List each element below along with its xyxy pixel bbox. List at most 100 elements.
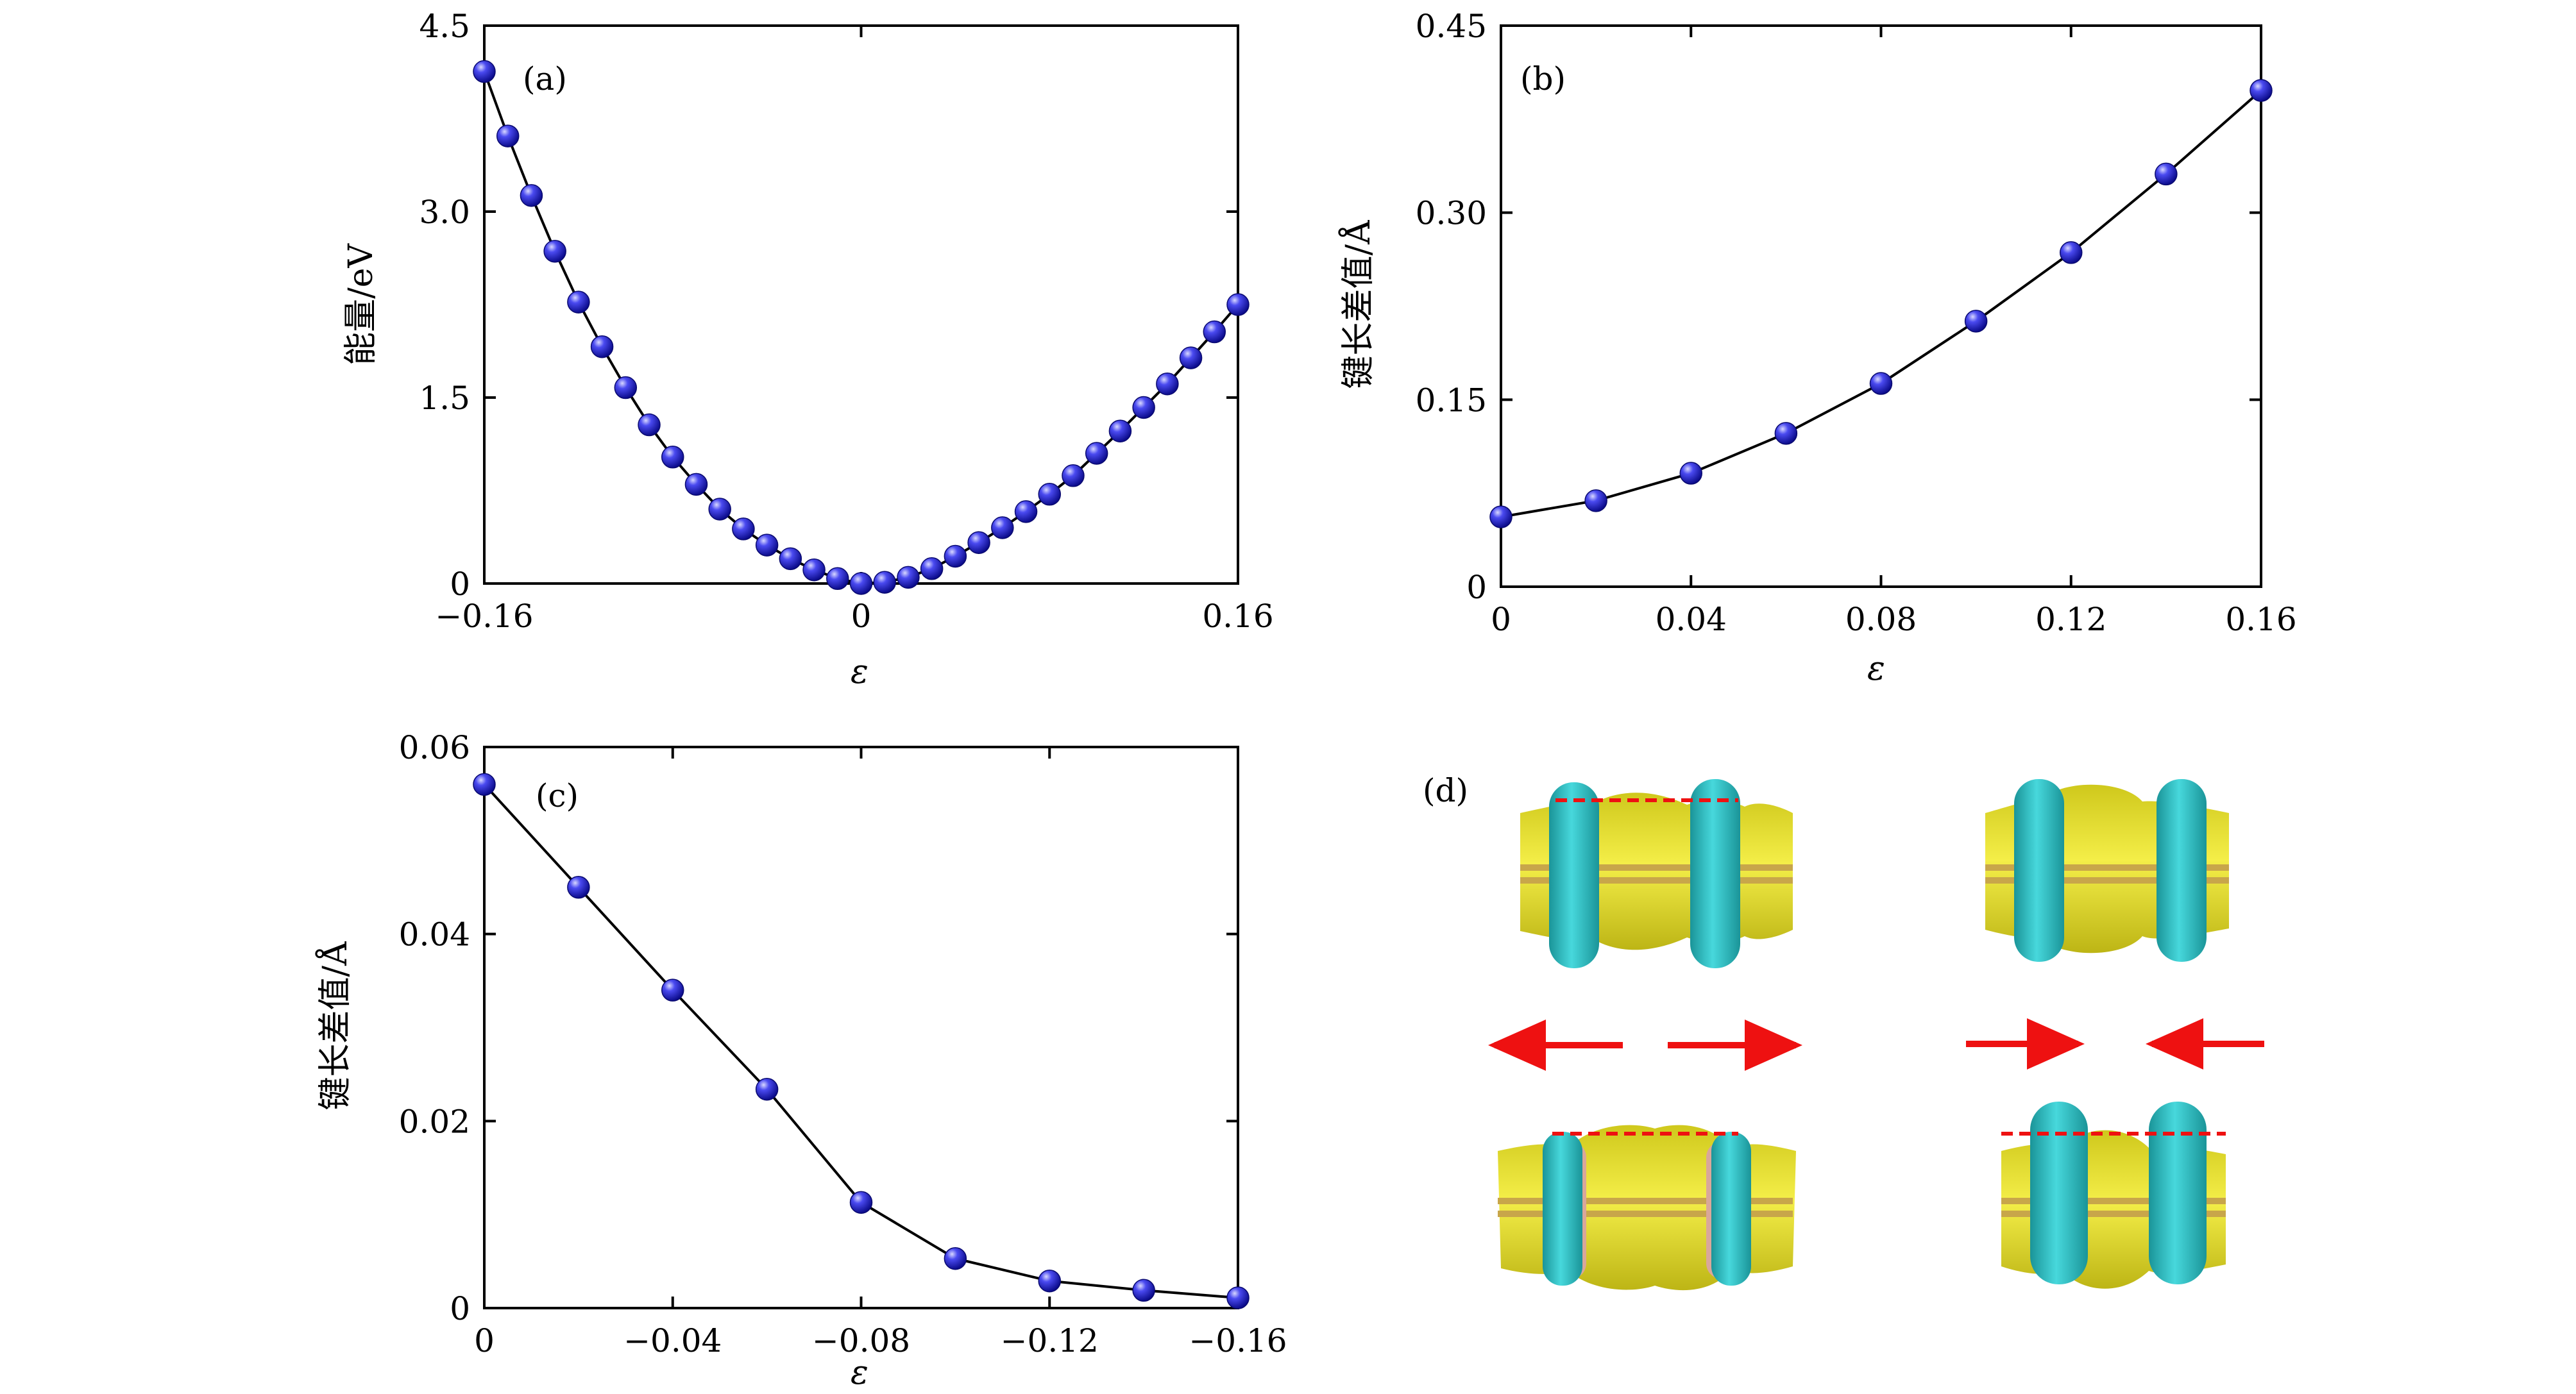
x-tick-label: −0.16: [1189, 1322, 1287, 1359]
x-tick-label: 0.16: [1202, 598, 1273, 635]
data-point: [1156, 372, 1179, 396]
data-point: [661, 446, 684, 469]
panel-c-label: (c): [536, 777, 579, 814]
orbital-top-left: [1520, 779, 1793, 968]
data-point: [1964, 310, 1988, 333]
x-tick-label: 0.04: [1656, 601, 1727, 638]
data-point: [684, 473, 708, 496]
panel-d-illustration: (d): [1423, 772, 2264, 1291]
data-point: [567, 290, 590, 314]
data-point: [1132, 396, 1155, 419]
data-point: [920, 557, 944, 580]
data-point: [1085, 442, 1108, 465]
x-tick-label: 0: [851, 598, 872, 635]
series-line: [483, 71, 1239, 585]
data-point: [543, 240, 566, 263]
y-tick-label: 0.06: [399, 729, 470, 766]
y-tick-label: 0: [1466, 569, 1487, 606]
y-tick-label: 0: [450, 566, 470, 603]
x-tick-label: 0: [1491, 601, 1511, 638]
data-point: [755, 533, 779, 557]
y-tick-label: 1.5: [419, 380, 470, 417]
series-line: [1500, 89, 2262, 519]
orbital-bottom-right: [2001, 1102, 2226, 1289]
data-point: [897, 566, 920, 589]
x-tick-label: −0.04: [623, 1322, 722, 1359]
data-point: [849, 1191, 873, 1214]
series-line: [483, 783, 1239, 1299]
data-point: [661, 978, 684, 1002]
data-point: [1226, 1286, 1250, 1309]
data-point: [849, 572, 873, 595]
data-point: [755, 1078, 779, 1101]
data-point: [1132, 1279, 1155, 1302]
plot-frame: [483, 24, 1239, 585]
plot-frame: [1500, 24, 2262, 588]
y-tick-label: 4.5: [419, 8, 470, 45]
data-point: [732, 517, 755, 541]
data-point: [496, 124, 520, 147]
y-tick-label: 0: [450, 1290, 470, 1327]
x-tick-label: −0.16: [435, 598, 533, 635]
panel-b-label: (b): [1520, 60, 1566, 97]
data-point: [1203, 320, 1226, 344]
x-tick-label: −0.08: [812, 1322, 910, 1359]
x-tick-label: 0.08: [1845, 601, 1917, 638]
data-point: [991, 516, 1014, 539]
data-point: [590, 335, 614, 358]
panel-a-x-axis-label: ε: [851, 653, 869, 691]
data-point: [2060, 241, 2083, 264]
data-point: [779, 547, 802, 571]
data-point: [2250, 79, 2273, 102]
panel-c-y-axis-label: 键长差值/Å: [315, 941, 355, 1111]
data-point: [1584, 489, 1607, 512]
data-point: [1038, 483, 1061, 506]
y-tick-label: 0.45: [1416, 8, 1487, 45]
data-point: [708, 498, 731, 521]
panel-c-x-axis-label: ε: [851, 1354, 869, 1392]
data-point: [1108, 419, 1132, 442]
data-point: [1679, 462, 1702, 485]
data-point: [873, 571, 896, 594]
panel-b-y-axis-label: 键长差值/Å: [1338, 219, 1378, 389]
panel-b-x-axis-label: ε: [1867, 650, 1885, 688]
y-tick-label: 0.15: [1416, 382, 1487, 419]
data-point: [1869, 372, 1893, 395]
x-tick-label: 0.12: [2035, 601, 2106, 638]
panel-a-y-axis-label: 能量/eV: [342, 243, 380, 365]
data-point: [1179, 346, 1203, 369]
data-point: [520, 184, 543, 207]
data-point: [944, 1247, 967, 1270]
x-tick-label: 0: [474, 1322, 495, 1359]
panel-b-chart: 0 0.04 0.08 0.12 0.16 0 0.15 0.30 0.45 (b) ε 键长差…: [1338, 8, 2297, 688]
data-point: [1062, 464, 1085, 487]
data-point: [967, 531, 990, 554]
data-point: [1014, 500, 1038, 523]
y-tick-label: 3.0: [419, 194, 470, 231]
panel-a-label: (a): [523, 60, 567, 97]
plot-frame: [483, 746, 1239, 1309]
orbital-top-right: [1985, 779, 2229, 962]
x-tick-label: −0.12: [1001, 1322, 1099, 1359]
y-tick-label: 0.02: [399, 1103, 470, 1140]
data-point: [2155, 162, 2178, 186]
data-point: [473, 773, 496, 796]
panel-d-label: (d): [1423, 772, 1468, 809]
y-tick-label: 0.04: [399, 916, 470, 953]
data-point: [826, 567, 849, 591]
data-point: [638, 413, 661, 437]
data-point: [944, 544, 967, 568]
data-point: [567, 876, 590, 899]
data-point: [1774, 422, 1798, 445]
data-point: [1038, 1269, 1061, 1293]
panel-c-chart: 0 −0.04 −0.08 −0.12 −0.16 0 0.02 0.04 0.06 (c) ε…: [315, 729, 1287, 1392]
x-tick-label: 0.16: [2225, 601, 2296, 638]
data-point: [473, 60, 496, 83]
orbital-bottom-left: [1498, 1125, 1796, 1291]
data-point: [1489, 505, 1513, 528]
data-point: [614, 376, 638, 399]
data-point: [1226, 293, 1250, 316]
y-tick-label: 0.30: [1416, 195, 1487, 232]
